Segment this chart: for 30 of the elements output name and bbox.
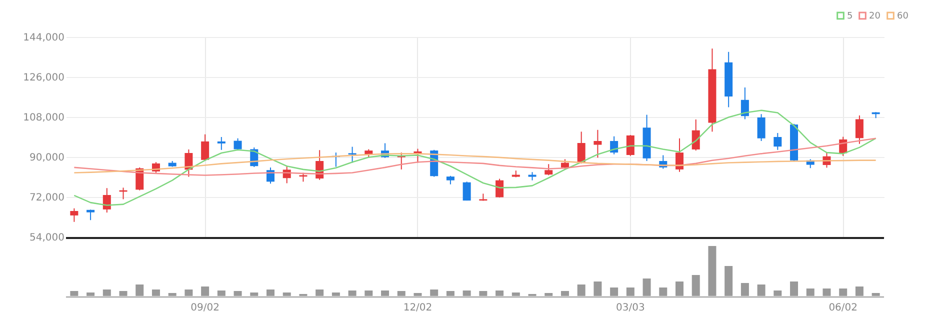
candlestick xyxy=(70,208,78,222)
y-tick-label: 126,000 xyxy=(23,72,64,84)
y-tick-label: 144,000 xyxy=(23,32,64,44)
y-tick-label: 90,000 xyxy=(30,152,64,164)
candlestick xyxy=(855,114,864,144)
candlestick xyxy=(626,134,634,156)
candlestick xyxy=(234,138,242,152)
candlestick xyxy=(594,129,602,158)
x-tick-label: 06/02 xyxy=(828,302,858,314)
candlestick xyxy=(102,188,111,214)
candlestick xyxy=(692,118,700,152)
legend-label: 60 xyxy=(897,12,909,22)
y-tick-label: 72,000 xyxy=(30,192,64,204)
x-tick-label: 03/03 xyxy=(616,302,645,314)
legend-label: 20 xyxy=(869,12,881,22)
candlestick xyxy=(217,136,226,150)
candlestick xyxy=(676,138,684,172)
candlestick xyxy=(86,209,95,221)
y-tick-label: 108,000 xyxy=(23,112,64,124)
x-tick-label: 09/02 xyxy=(190,302,220,314)
candlestick xyxy=(774,132,782,150)
candlestick xyxy=(740,86,749,120)
candlestick xyxy=(577,131,586,164)
candlestick xyxy=(348,146,356,164)
x-tick-label: 12/02 xyxy=(403,302,432,314)
candlestick xyxy=(462,181,471,202)
legend-label: 5 xyxy=(847,12,853,22)
y-tick-label: 54,000 xyxy=(30,232,64,244)
candlestick xyxy=(544,164,553,176)
candlestick xyxy=(757,114,766,142)
